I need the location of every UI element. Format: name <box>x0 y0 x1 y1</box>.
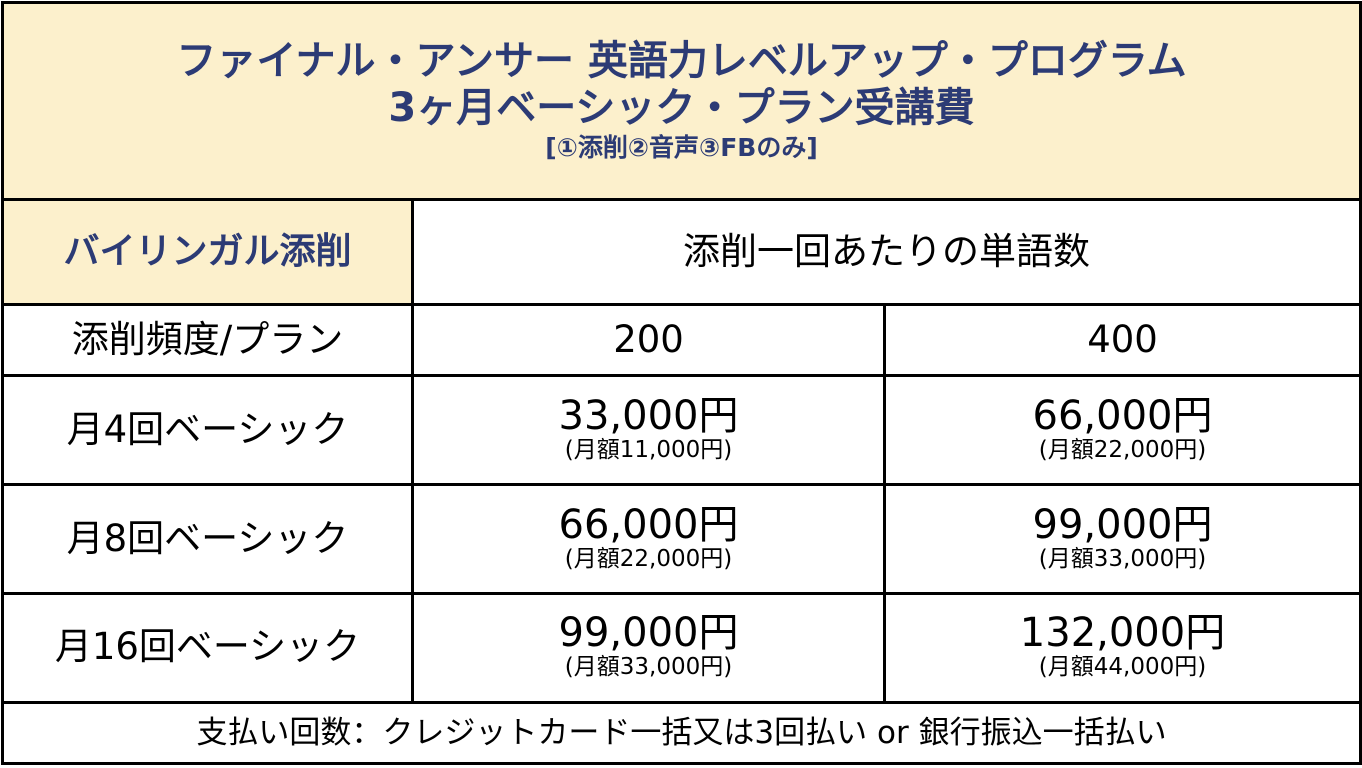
price-monthly: (月額22,000円) <box>1038 436 1207 463</box>
table-row: 月16回ベーシック 99,000円 (月額33,000円) 132,000円 (… <box>1 591 1362 704</box>
price-monthly: (月額33,000円) <box>1038 545 1207 572</box>
corner-label: バイリンガル添削 <box>1 198 414 306</box>
plan-name: 月16回ベーシック <box>1 591 414 704</box>
word-count-200: 200 <box>411 302 886 378</box>
price-monthly: (月額11,000円) <box>564 436 733 463</box>
plan-scope: [①添削②音声③FBのみ] <box>545 133 818 163</box>
frequency-label: 添削頻度/プラン <box>1 302 414 378</box>
price-total: 33,000円 <box>558 392 739 439</box>
subheader-row: バイリンガル添削 添削一回あたりの単語数 <box>1 198 1362 306</box>
price-cell: 66,000円 (月額22,000円) <box>882 374 1362 487</box>
price-total: 99,000円 <box>1032 501 1213 548</box>
price-cell: 132,000円 (月額44,000円) <box>882 591 1362 704</box>
plan-name: 月4回ベーシック <box>1 374 414 487</box>
price-total: 66,000円 <box>1032 392 1213 439</box>
price-total: 66,000円 <box>558 501 739 548</box>
price-monthly: (月額33,000円) <box>564 654 733 681</box>
price-cell: 33,000円 (月額11,000円) <box>411 374 886 487</box>
plan-title: 3ヶ月ベーシック・プラン受講費 <box>388 84 975 131</box>
price-cell: 99,000円 (月額33,000円) <box>411 591 886 704</box>
word-count-400: 400 <box>882 302 1362 378</box>
title-row: ファイナル・アンサー 英語力レベルアップ・プログラム 3ヶ月ベーシック・プラン受… <box>0 0 1362 202</box>
table-row: 月8回ベーシック 66,000円 (月額22,000円) 99,000円 (月額… <box>1 483 1362 595</box>
price-total: 99,000円 <box>558 610 739 657</box>
price-monthly: (月額44,000円) <box>1038 654 1207 681</box>
price-total: 132,000円 <box>1019 610 1226 657</box>
price-monthly: (月額22,000円) <box>564 545 733 572</box>
payment-terms: 支払い回数：クレジットカード一括又は3回払い or 銀行振込一括払い <box>0 700 1362 766</box>
program-title: ファイナル・アンサー 英語力レベルアップ・プログラム <box>176 37 1187 84</box>
plan-name: 月8回ベーシック <box>1 483 414 595</box>
title-cell: ファイナル・アンサー 英語力レベルアップ・プログラム 3ヶ月ベーシック・プラン受… <box>0 0 1362 202</box>
price-cell: 66,000円 (月額22,000円) <box>411 483 886 595</box>
words-per-correction-header: 添削一回あたりの単語数 <box>410 198 1362 306</box>
frequency-row: 添削頻度/プラン 200 400 <box>1 302 1362 378</box>
table-row: 月4回ベーシック 33,000円 (月額11,000円) 66,000円 (月額… <box>1 374 1362 487</box>
price-cell: 99,000円 (月額33,000円) <box>882 483 1362 595</box>
footer-row: 支払い回数：クレジットカード一括又は3回払い or 銀行振込一括払い <box>0 700 1362 766</box>
